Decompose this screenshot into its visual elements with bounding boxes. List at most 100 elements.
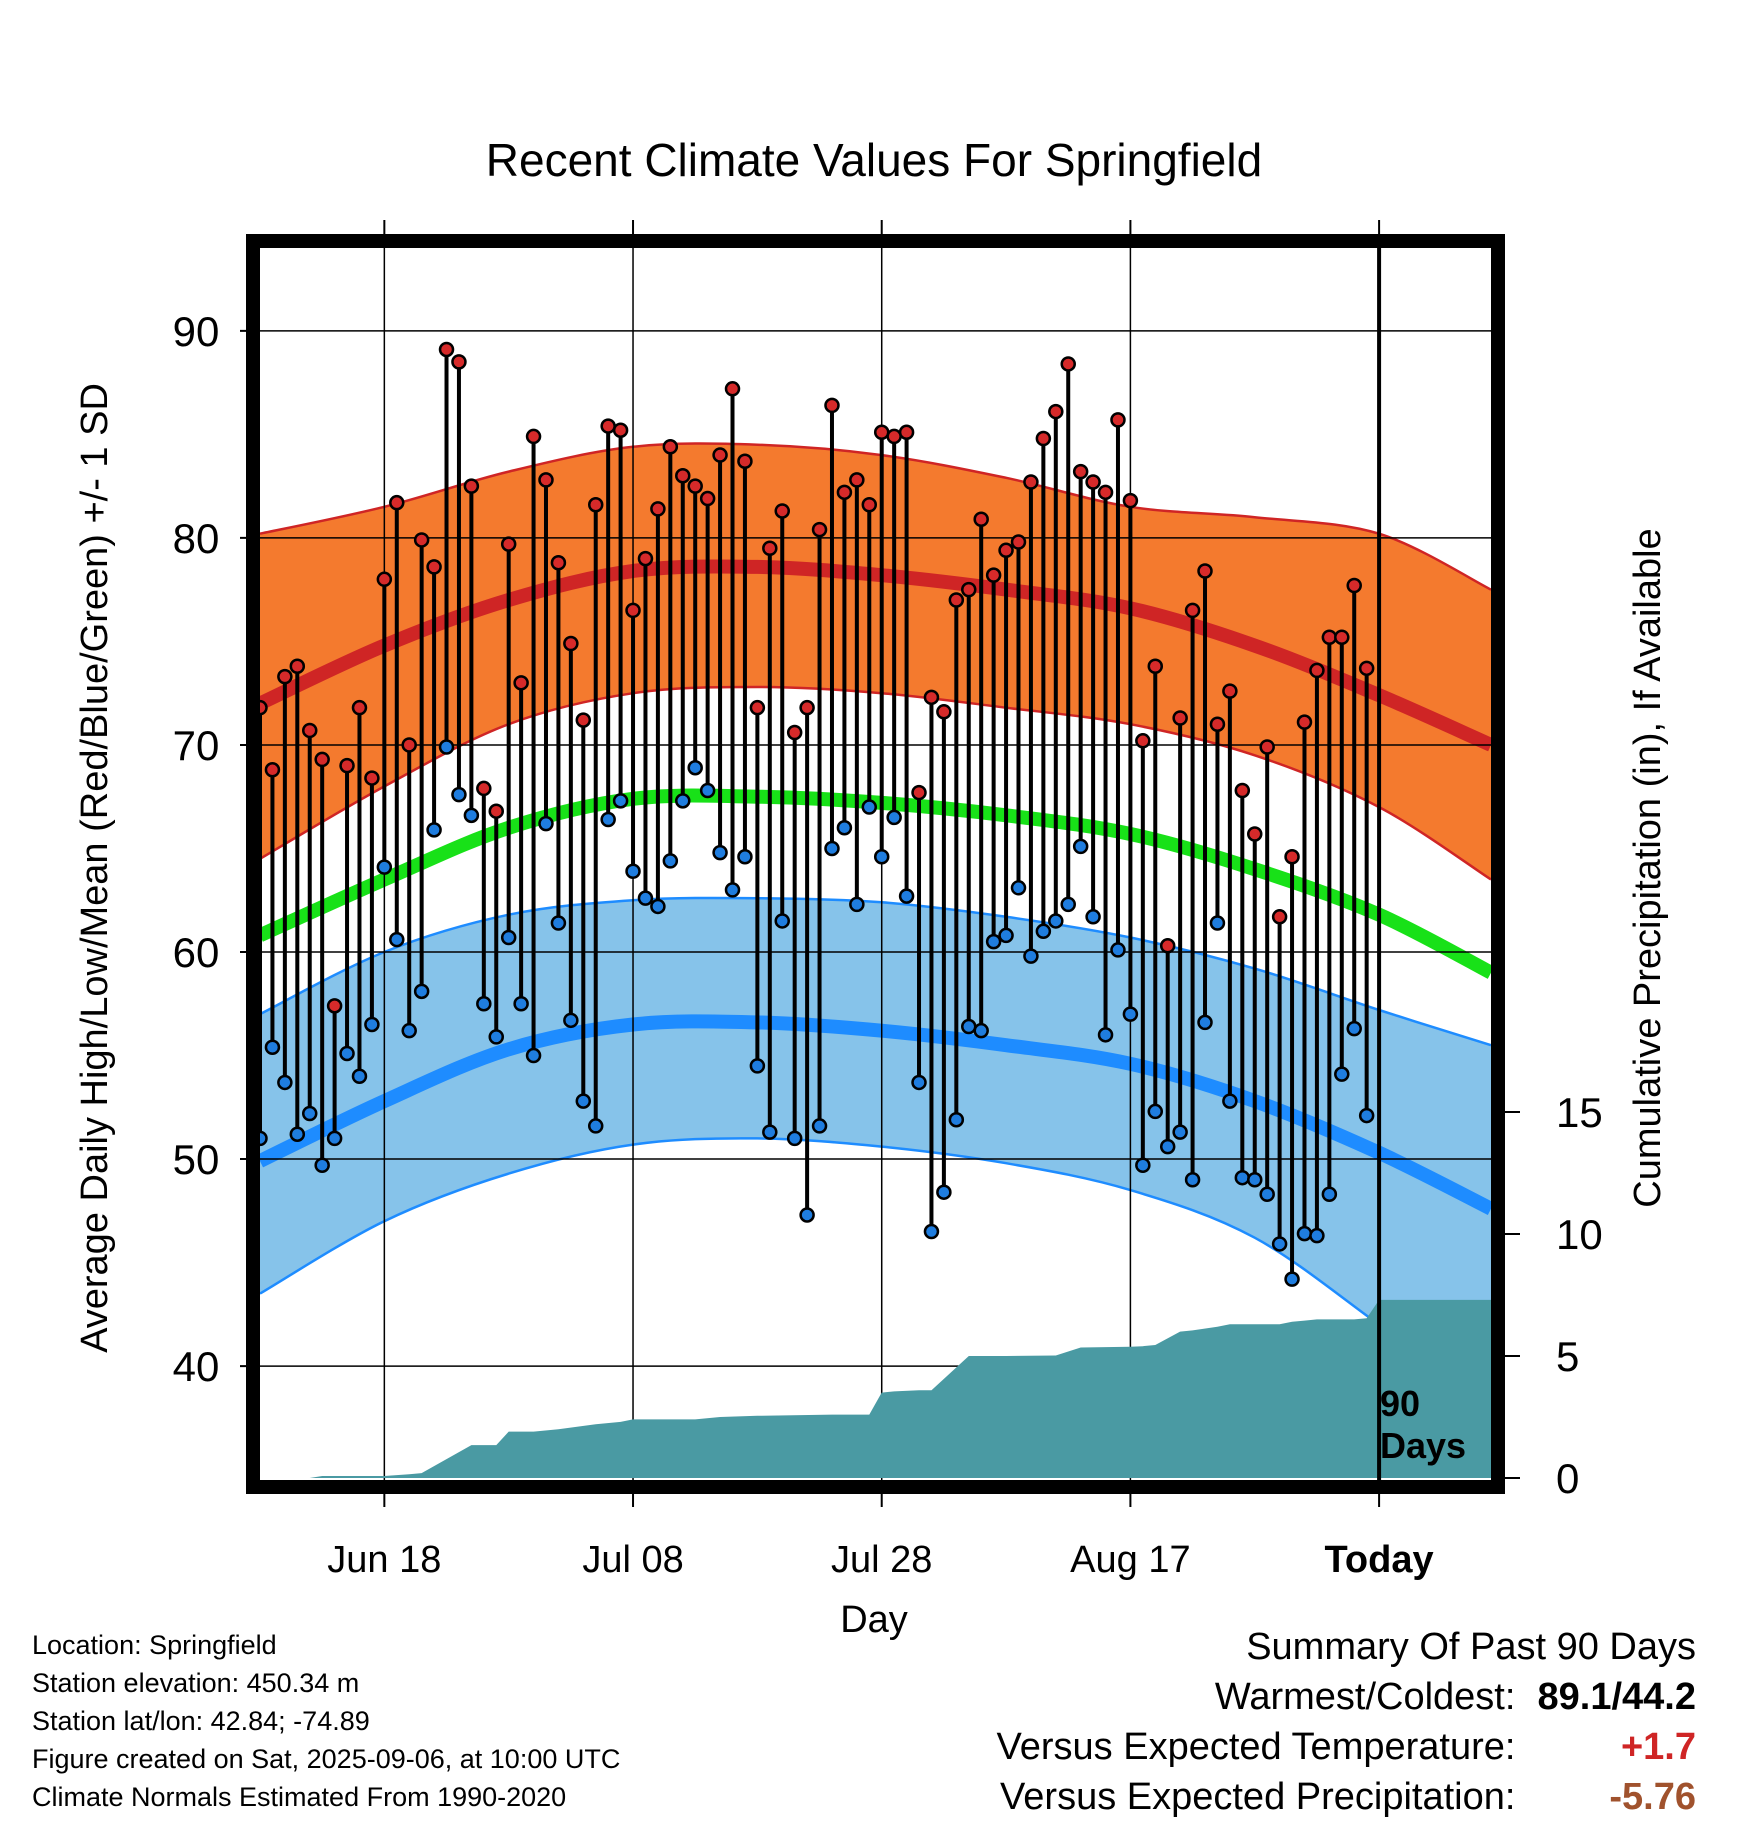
daily-high-point: [786, 724, 803, 741]
daily-low-point: [774, 913, 790, 929]
y-tick-label: 70: [173, 722, 220, 769]
daily-high-point: [264, 762, 281, 778]
daily-high-point: [1172, 710, 1188, 726]
x-tick-label: Jul 28: [831, 1539, 932, 1581]
info-elevation: Station elevation: 450.34 m: [32, 1668, 360, 1698]
daily-high-point: [1222, 683, 1238, 699]
daily-high-point: [998, 542, 1014, 559]
daily-low-point: [1023, 948, 1039, 964]
daily-high-point: [1234, 782, 1251, 799]
daily-low-point: [687, 759, 703, 776]
summary-temp: Versus Expected Temperature: +1.7: [997, 1722, 1696, 1772]
daily-low-point: [985, 933, 1002, 950]
daily-high-point: [351, 699, 368, 716]
daily-high-point: [525, 428, 542, 445]
summary-temp-label: Versus Expected Temperature:: [996, 1726, 1516, 1768]
y-right-tick-label: 5: [1556, 1333, 1579, 1380]
daily-high-point: [463, 478, 480, 494]
daily-low-point: [973, 1022, 989, 1039]
daily-high-point: [1309, 662, 1325, 679]
daily-low-point: [749, 1058, 766, 1074]
x-axis-label: Day: [840, 1599, 908, 1641]
daily-low-point: [1259, 1186, 1275, 1203]
daily-low-point: [662, 853, 679, 869]
daily-high-point: [985, 567, 1002, 583]
x-tick-label: Jul 08: [582, 1539, 683, 1581]
daily-high-point: [563, 635, 579, 652]
y-tick-label: 40: [173, 1343, 220, 1390]
summary-precip-label: Versus Expected Precipitation:: [1000, 1776, 1516, 1818]
y-tick-label: 50: [173, 1136, 220, 1183]
daily-low-point: [1122, 1006, 1139, 1022]
daily-low-point: [277, 1074, 293, 1091]
daily-high-point: [289, 658, 306, 675]
daily-low-point: [1135, 1157, 1151, 1174]
daily-high-point: [451, 354, 467, 370]
daily-low-point: [260, 1130, 268, 1147]
daily-low-point: [525, 1047, 542, 1064]
summary-panel: Summary Of Past 90 Days Warmest/Coldest:…: [997, 1622, 1696, 1822]
daily-low-point: [1234, 1169, 1251, 1186]
daily-low-point: [699, 782, 716, 799]
info-location: Location: Springfield: [32, 1630, 277, 1660]
daily-high-point: [326, 998, 343, 1014]
daily-high-point: [1010, 534, 1027, 550]
daily-low-point: [301, 1105, 318, 1122]
daily-low-point: [488, 1029, 505, 1045]
daily-low-point: [1346, 1020, 1362, 1037]
daily-high-point: [1072, 463, 1089, 480]
daily-low-point: [1209, 915, 1226, 931]
daily-high-point: [898, 424, 915, 441]
y-right-tick-label: 0: [1556, 1455, 1579, 1502]
daily-low-point: [637, 890, 654, 906]
daily-high-point: [973, 511, 989, 527]
daily-low-point: [923, 1223, 940, 1240]
daily-high-point: [1159, 938, 1176, 954]
station-info: Location: Springfield Station elevation:…: [32, 1626, 620, 1816]
daily-low-point: [575, 1093, 592, 1109]
daily-high-point: [476, 780, 492, 797]
daily-high-point: [1209, 716, 1226, 732]
y-right-tick-label: 10: [1556, 1211, 1603, 1258]
daily-high-point: [413, 532, 430, 548]
daily-high-point: [836, 484, 853, 501]
daily-low-point: [476, 996, 492, 1012]
daily-high-point: [1147, 658, 1164, 675]
daily-low-point: [712, 844, 728, 861]
daily-high-point: [488, 803, 505, 819]
daily-high-point: [637, 550, 654, 567]
daily-low-point: [401, 1022, 417, 1039]
daily-high-point: [886, 428, 902, 445]
daily-low-point: [1334, 1066, 1350, 1082]
daily-high-point: [699, 490, 716, 507]
daily-high-point: [762, 540, 778, 556]
summary-precip-value: -5.76: [1609, 1776, 1696, 1818]
daily-low-point: [1184, 1172, 1201, 1188]
daily-high-point: [500, 536, 517, 552]
daily-low-point: [724, 882, 741, 898]
daily-low-point: [413, 983, 430, 1000]
daily-low-point: [600, 811, 616, 828]
daily-high-point: [662, 439, 679, 455]
daily-low-point: [737, 849, 753, 865]
daily-high-point: [314, 751, 330, 768]
daily-high-point: [1184, 602, 1201, 619]
daily-low-point: [998, 927, 1014, 944]
daily-high-point: [724, 381, 741, 397]
daily-high-point: [774, 503, 790, 519]
summary-title: Summary Of Past 90 Days: [1246, 1626, 1696, 1668]
daily-high-point: [799, 699, 815, 716]
daily-low-point: [849, 896, 865, 913]
daily-high-point: [1135, 733, 1151, 749]
daily-low-point: [1159, 1138, 1176, 1155]
daily-low-point: [389, 931, 405, 948]
daily-low-point: [438, 739, 455, 755]
daily-high-point: [737, 453, 753, 470]
daily-high-point: [936, 704, 952, 720]
daily-low-point: [1048, 913, 1064, 929]
cumulative-precip-area: [260, 1299, 1491, 1478]
daily-low-point: [587, 1118, 604, 1134]
x-tick-label: Jun 18: [327, 1539, 441, 1581]
daily-low-point: [1309, 1227, 1325, 1244]
